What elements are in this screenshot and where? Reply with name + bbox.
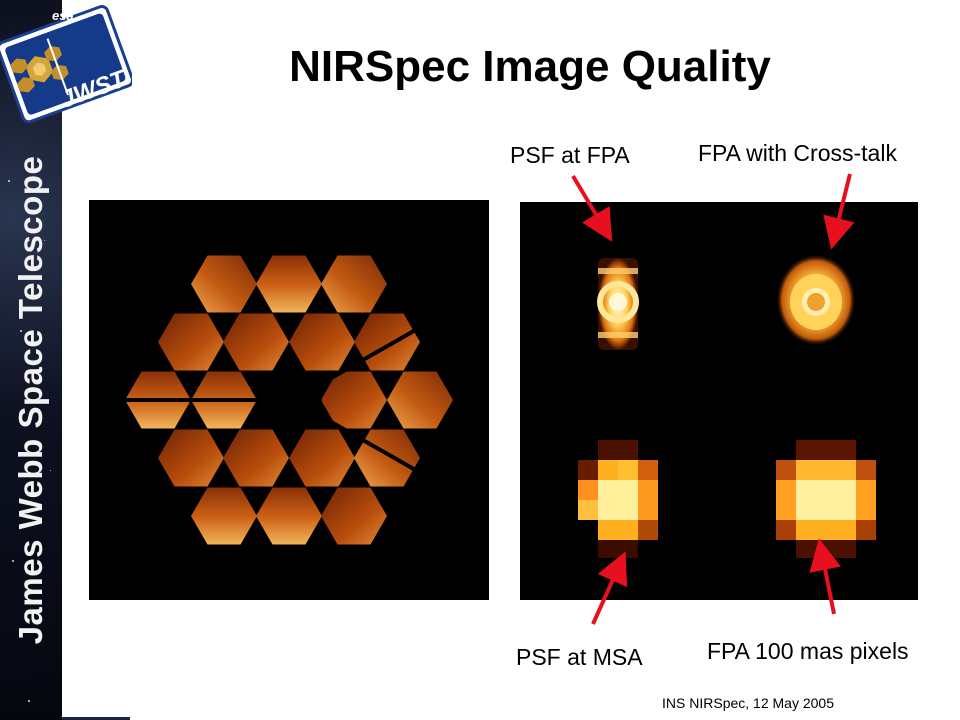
arrow-fpa-crosstalk: [823, 173, 855, 250]
label-fpa-100-mas-pixels: FPA 100 mas pixels: [707, 638, 909, 664]
mirror-segments-illustration: [125, 255, 453, 545]
fpa-crosstalk-spot: [776, 254, 856, 346]
psf-comparison-image: [520, 202, 918, 600]
footer-strip: [62, 717, 130, 720]
jwst-logo: [0, 5, 132, 124]
mirror-pupil-image: [89, 200, 489, 600]
psf-at-fpa-spot: [597, 258, 639, 350]
slide-footer: INS NIRSpec, 12 May 2005: [662, 695, 834, 711]
esa-logo-text: esa: [52, 8, 74, 23]
psf-illustration: [578, 254, 876, 558]
slide-title: NIRSpec Image Quality: [289, 42, 771, 91]
arrow-fpa-100mas: [809, 538, 841, 615]
label-psf-at-fpa: PSF at FPA: [510, 142, 630, 168]
label-fpa-with-crosstalk: FPA with Cross-talk: [698, 140, 897, 166]
label-psf-at-msa: PSF at MSA: [516, 644, 643, 670]
psf-at-msa-pixels: [578, 440, 658, 558]
arrow-psf-at-msa: [591, 551, 628, 625]
fpa-100mas-pixels: [776, 440, 876, 558]
arrow-psf-at-fpa: [571, 174, 613, 242]
